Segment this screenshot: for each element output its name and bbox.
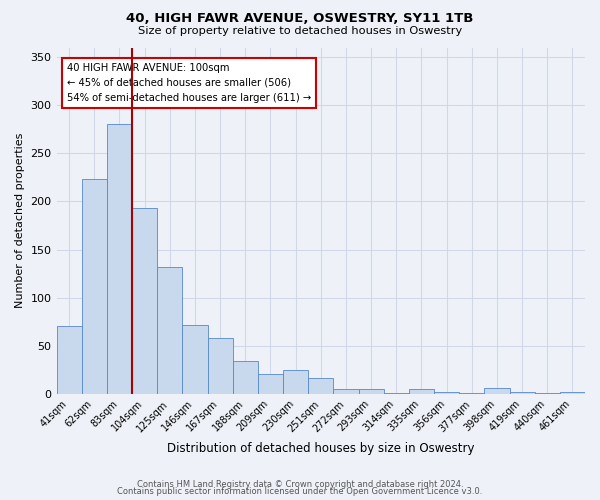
Bar <box>560 392 585 394</box>
Bar <box>258 374 283 394</box>
Bar <box>459 393 484 394</box>
Bar <box>308 378 334 394</box>
Bar <box>132 208 157 394</box>
Text: 40, HIGH FAWR AVENUE, OSWESTRY, SY11 1TB: 40, HIGH FAWR AVENUE, OSWESTRY, SY11 1TB <box>127 12 473 26</box>
Bar <box>208 338 233 394</box>
Text: 40 HIGH FAWR AVENUE: 100sqm
← 45% of detached houses are smaller (506)
54% of se: 40 HIGH FAWR AVENUE: 100sqm ← 45% of det… <box>67 63 311 102</box>
Bar <box>182 324 208 394</box>
Bar <box>359 389 383 394</box>
Bar <box>535 393 560 394</box>
Bar <box>409 389 434 394</box>
Bar <box>283 370 308 394</box>
Bar <box>484 388 509 394</box>
Y-axis label: Number of detached properties: Number of detached properties <box>15 133 25 308</box>
Bar <box>334 389 359 394</box>
Bar <box>383 393 409 394</box>
Bar <box>107 124 132 394</box>
Text: Contains HM Land Registry data © Crown copyright and database right 2024.: Contains HM Land Registry data © Crown c… <box>137 480 463 489</box>
Bar <box>434 392 459 394</box>
Bar <box>509 392 535 394</box>
Bar <box>157 267 182 394</box>
Bar <box>82 180 107 394</box>
X-axis label: Distribution of detached houses by size in Oswestry: Distribution of detached houses by size … <box>167 442 475 455</box>
Text: Contains public sector information licensed under the Open Government Licence v3: Contains public sector information licen… <box>118 488 482 496</box>
Bar <box>233 361 258 394</box>
Text: Size of property relative to detached houses in Oswestry: Size of property relative to detached ho… <box>138 26 462 36</box>
Bar <box>56 326 82 394</box>
